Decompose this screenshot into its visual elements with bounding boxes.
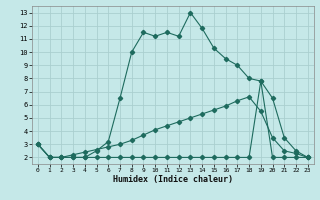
- X-axis label: Humidex (Indice chaleur): Humidex (Indice chaleur): [113, 175, 233, 184]
